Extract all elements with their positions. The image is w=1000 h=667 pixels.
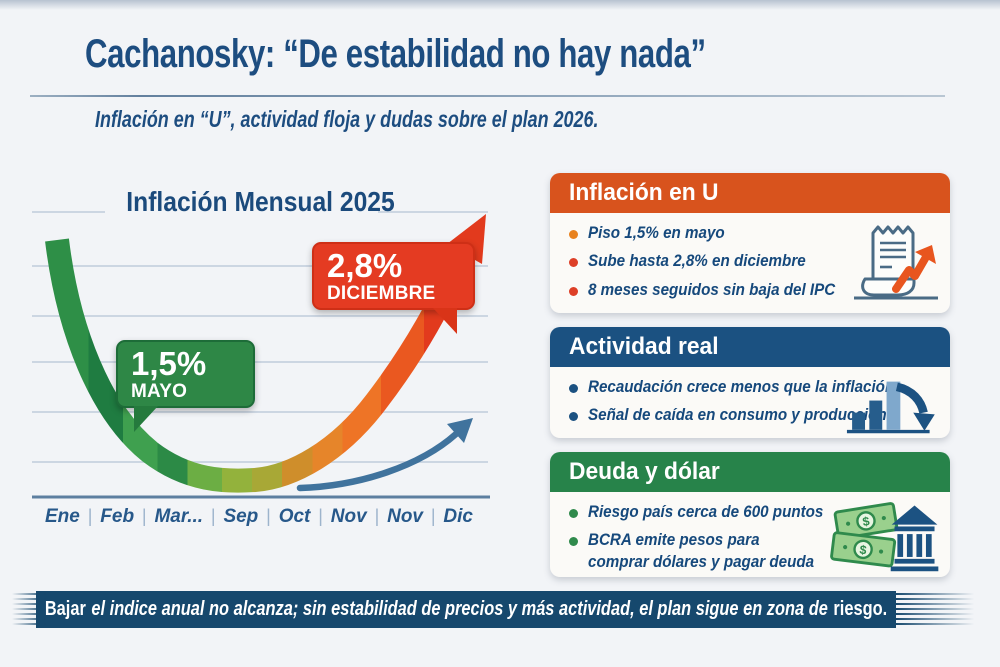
panel-actividad-real: Actividad real Recaudación crece menos q… [550,327,950,438]
blue-trend-arrow [296,430,460,492]
callout-mayo-value: 1,5% [131,345,207,382]
u-curve-band [45,238,476,493]
month-label: Dic [443,506,473,527]
title-divider [30,95,945,97]
footer-banner: Bajar el indice anual no alcanza; sin est… [36,591,896,628]
bullet-dot [569,384,578,393]
bullet-dot [569,412,578,422]
footer-bold-end: riesgo. [833,598,888,620]
blue-arrowhead-icon [447,418,473,443]
callout-diciembre-label: DICIEMBRE [327,282,436,304]
svg-text:$: $ [862,514,871,529]
bar-chart-down-arrow-icon [846,381,935,434]
panel-header: Deuda y dólar [550,452,950,492]
chart-title: Inflación Mensual 2025 [125,186,395,217]
month-label: Mar... [154,506,204,527]
bullet-dot [569,509,578,518]
callout-tail [433,307,457,334]
panel-inflacion-en-u: Inflación en U Piso 1,5% en mayo Sube ha… [550,173,950,313]
panel-deuda-y-dolar: Deuda y dólar Riesgo país cerca de 600 p… [550,452,950,577]
list-item: Piso 1,5% en mayo [569,223,950,244]
list-item: Recaudación crece menos que la inflación [569,377,950,398]
red-arrowhead-icon [447,214,486,264]
list-item: 8 meses seguidos sin baja del IPC [569,280,950,301]
footer-bold-start: Bajar [44,598,86,620]
bullet-dot [569,286,578,296]
bullet-dot [569,258,578,268]
footer-middle: el indice anual no alcanza; sin estabili… [91,598,828,620]
month-label: Nov [330,506,367,527]
page-title: Cachanosky: “De estabilidad no hay nada” [85,32,706,76]
receipt-up-arrow-icon [854,225,938,300]
callout-diciembre-value: 2,8% [327,247,403,284]
info-panels: Inflación en U Piso 1,5% en mayo Sube ha… [550,173,950,577]
panel-header: Actividad real [550,327,950,367]
month-label: Sep [223,506,259,527]
list-item: Señal de caída en consumo y producción [569,405,950,426]
svg-text:$: $ [859,543,868,558]
panel-header: Inflación en U [550,173,950,213]
bullet-dot [569,230,578,239]
list-item: BCRA emite pesos para comprar dólares y … [569,530,950,573]
money-bank-icon: $ $ [830,502,939,572]
bullet-dot [569,537,578,547]
list-item: Riesgo país cerca de 600 puntos [569,502,950,523]
callout-tail [134,405,158,432]
footer-banner-text: Bajar el indice anual no alcanza; sin est… [42,598,890,621]
month-label: Nov [387,506,424,527]
list-item: Sube hasta 2,8% en diciembre [569,251,950,272]
month-label: Feb [100,506,135,527]
x-axis-labels: Ene | Feb | Mar... | Sep | Oct | Nov | Nov | Di… [45,506,473,527]
u-curve-plot [32,211,490,499]
month-label: Oct [278,506,311,527]
bank-building-icon [890,505,939,572]
page-subtitle: Inflación en “U”, actividad floja y duda… [95,106,599,132]
callout-mayo-label: MAYO [131,380,188,402]
callout-diciembre: 2,8% DICIEMBRE [312,242,475,334]
callout-mayo: 1,5% MAYO [116,340,255,432]
inflation-u-chart: Inflación Mensual 2025 1,5% MAYO 2,8% DI… [20,180,500,545]
month-label: Ene [45,506,80,527]
